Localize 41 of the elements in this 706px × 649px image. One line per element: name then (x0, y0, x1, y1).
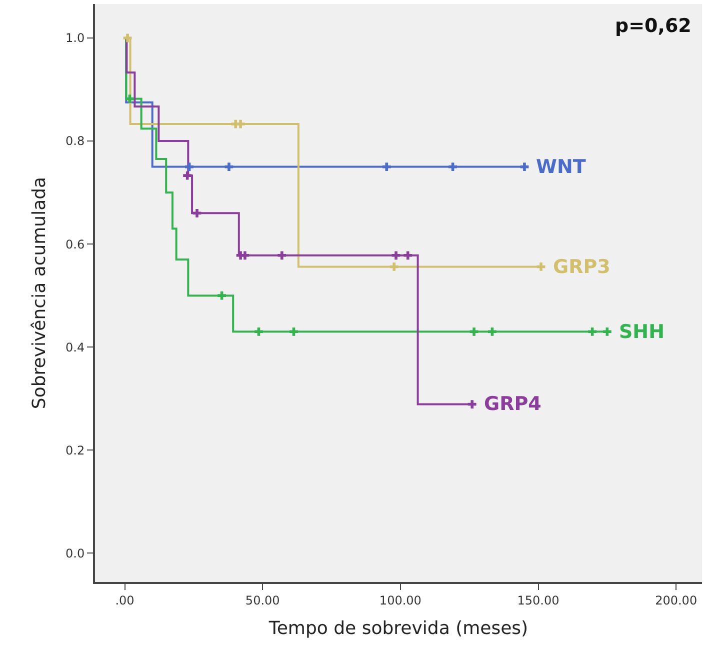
point (392, 251, 400, 260)
point (218, 291, 226, 300)
series-label: GRP3 (553, 256, 610, 278)
point (390, 262, 398, 271)
point (236, 120, 245, 128)
y-tick-label: 0.0 (66, 546, 85, 560)
point (278, 251, 286, 260)
y-tick-label: 0.4 (66, 340, 85, 354)
annotation: p=0,62 (615, 15, 692, 37)
point (224, 162, 234, 171)
point (404, 251, 412, 260)
point (602, 327, 612, 336)
y-tick-label: 0.6 (66, 237, 85, 252)
point (588, 327, 596, 336)
y-tick-label: 1.0 (66, 31, 85, 46)
y-axis-title: Sobrevivência acumulada (29, 176, 50, 410)
point (536, 262, 546, 271)
point (185, 162, 194, 171)
x-axis-title: Tempo de sobrevida (meses) (268, 618, 528, 639)
point (520, 162, 529, 171)
point (468, 400, 476, 408)
point (448, 162, 457, 171)
x-tick-label: 200.00 (655, 593, 698, 608)
point (470, 327, 478, 336)
point (123, 34, 132, 42)
x-tick-label: 50.00 (245, 593, 280, 608)
x-tick-label: 100.00 (379, 593, 422, 608)
y-tick-label: 0.8 (66, 134, 85, 148)
point (183, 171, 192, 180)
point (126, 94, 134, 103)
point (192, 208, 202, 218)
x-tick-label: .00 (115, 593, 134, 608)
y-tick-label: 0.2 (66, 443, 85, 458)
x-tick-label: 150.00 (517, 593, 560, 608)
point (382, 162, 391, 171)
series-label: GRP4 (484, 393, 542, 415)
point (254, 327, 263, 336)
point (290, 327, 298, 336)
series-label: SHH (619, 321, 664, 343)
series-label: WNT (536, 156, 586, 178)
point (488, 327, 496, 336)
